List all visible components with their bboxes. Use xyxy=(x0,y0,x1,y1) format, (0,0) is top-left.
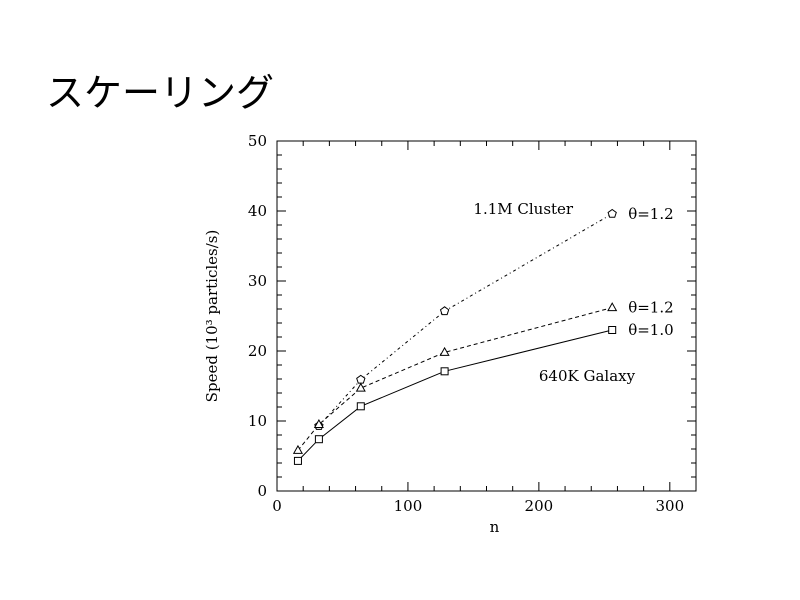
data-point-1-3 xyxy=(439,346,450,356)
y-tick-label: 10 xyxy=(248,412,267,430)
y-tick-label: 40 xyxy=(248,202,267,220)
x-tick-label: 100 xyxy=(394,497,423,515)
x-tick-label: 200 xyxy=(525,497,554,515)
data-point-0-2 xyxy=(439,306,450,316)
data-point-0-1 xyxy=(356,374,366,384)
y-tick-label: 20 xyxy=(248,342,267,360)
data-point-0-3 xyxy=(607,208,617,218)
data-point-2-1 xyxy=(314,435,323,444)
data-point-1-1 xyxy=(313,418,324,428)
series-line-1 xyxy=(297,307,613,451)
data-point-2-3 xyxy=(440,367,449,376)
series-label-1: θ=1.2 xyxy=(628,299,673,317)
data-point-1-2 xyxy=(355,382,366,392)
y-tick-label: 30 xyxy=(248,272,267,290)
y-tick-label: 50 xyxy=(248,132,267,150)
data-point-1-0 xyxy=(292,444,304,454)
data-point-1-4 xyxy=(607,302,618,312)
data-point-2-2 xyxy=(356,402,365,411)
x-axis-label: n xyxy=(490,518,500,536)
data-point-2-0 xyxy=(293,456,302,465)
series-label-0: θ=1.2 xyxy=(628,205,673,223)
x-tick-label: 0 xyxy=(272,497,282,515)
series-line-0 xyxy=(318,213,613,427)
slide-title: スケーリング xyxy=(46,71,275,115)
annotation-1: 640K Galaxy xyxy=(539,367,636,385)
x-tick-label: 300 xyxy=(655,497,684,515)
y-tick-label: 0 xyxy=(257,482,267,500)
annotation-0: 1.1M Cluster xyxy=(473,200,574,218)
y-axis-label: Speed (10³ particles/s) xyxy=(203,230,221,403)
series-label-2: θ=1.0 xyxy=(628,321,673,339)
data-point-2-4 xyxy=(608,326,617,334)
